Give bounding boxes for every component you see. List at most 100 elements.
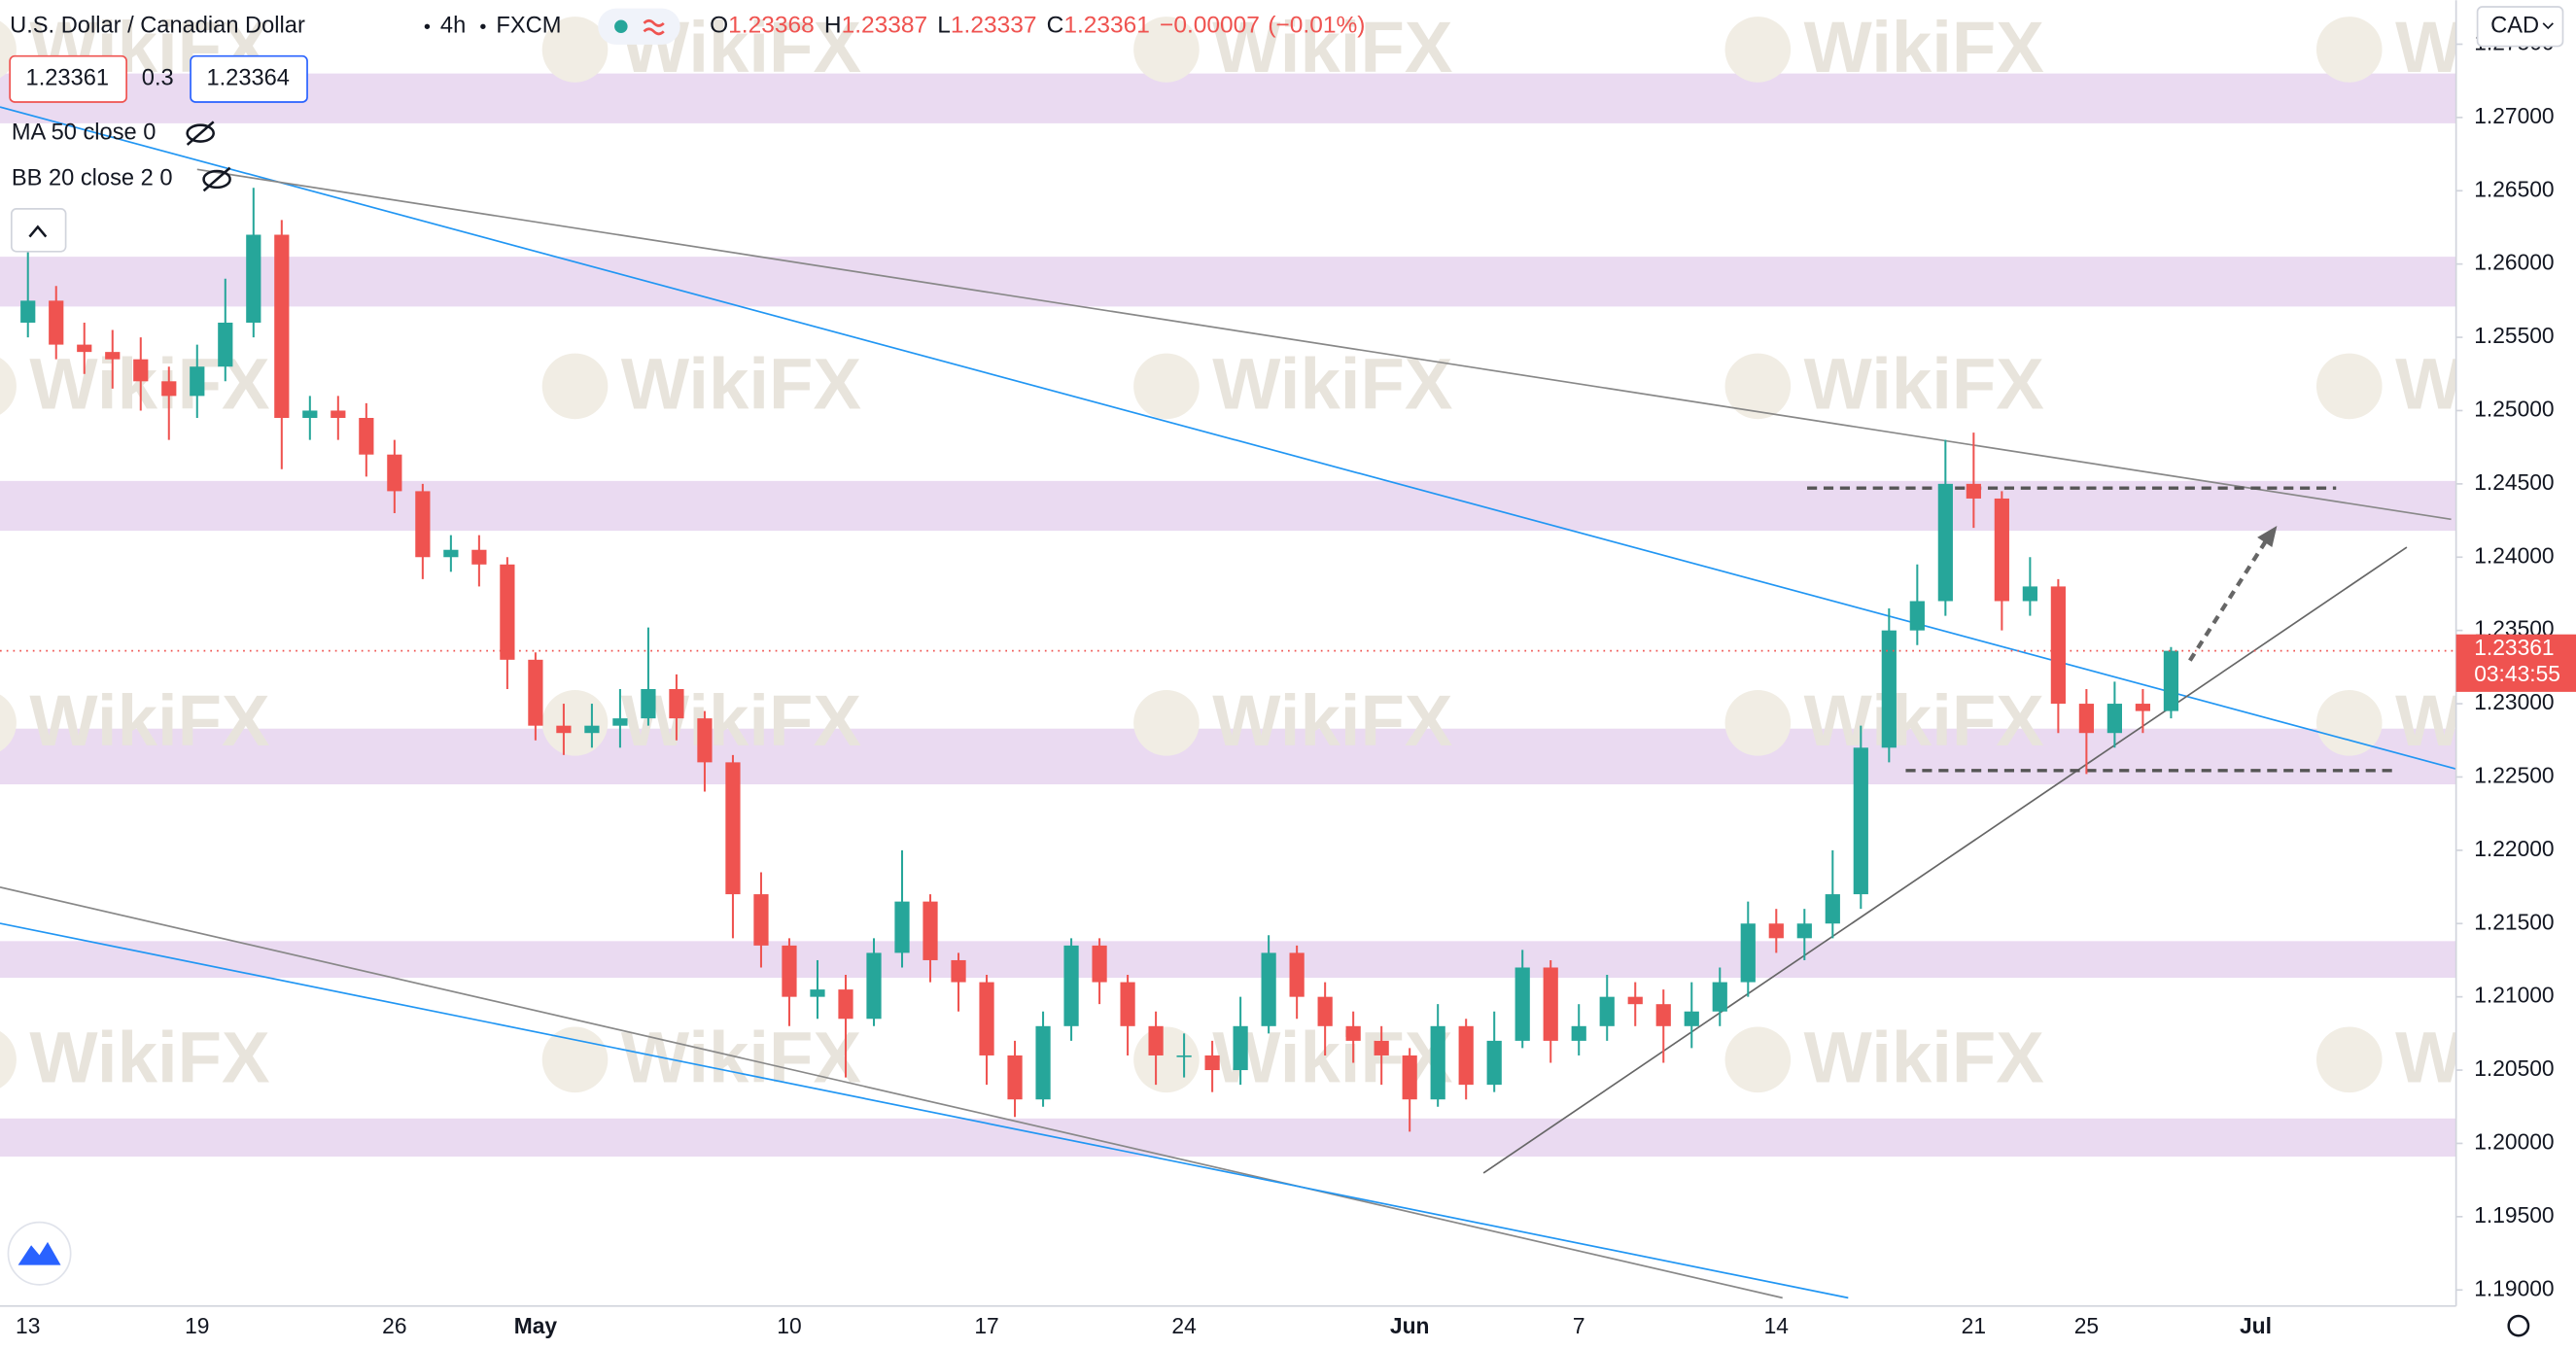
y-tick-label: 1.26500 — [2474, 176, 2554, 201]
settings-icon[interactable] — [2507, 1314, 2530, 1337]
candle-body — [1599, 996, 1615, 1026]
candle-body — [1937, 483, 1953, 602]
y-tick-label: 1.23000 — [2474, 689, 2554, 714]
watermark-logo — [1133, 17, 1200, 83]
y-tick-label: 1.19000 — [2474, 1275, 2554, 1300]
separator — [480, 23, 486, 29]
zone — [0, 1118, 2456, 1158]
x-tick-label: 7 — [1573, 1313, 1585, 1338]
trend-lines — [0, 106, 2456, 1299]
candle-body — [866, 952, 882, 1020]
candle-body — [1486, 1040, 1502, 1086]
dropdown-icon — [2542, 22, 2554, 30]
candle-body — [1458, 1025, 1474, 1086]
candle-body — [753, 894, 769, 946]
candle-body — [20, 300, 36, 323]
trend-line — [0, 106, 2456, 770]
candle-body — [1740, 923, 1756, 983]
watermark-logo — [1133, 1026, 1200, 1093]
candle-body — [1063, 945, 1079, 1026]
watermark-logo — [2315, 690, 2383, 756]
y-tick-label: 1.25500 — [2474, 323, 2554, 348]
indicator-label[interactable]: BB 20 close 2 0 — [12, 166, 173, 191]
watermark-logo — [1133, 690, 1200, 756]
currency[interactable]: CAD — [2490, 14, 2539, 39]
ohlc-value: 1.23361 — [1063, 13, 1150, 39]
trend-line — [0, 922, 1849, 1299]
watermark: WikiFX — [1212, 343, 1452, 424]
candle-body — [190, 366, 205, 397]
candle-body — [641, 688, 656, 719]
candle-body — [1120, 982, 1135, 1026]
watermark-logo — [2315, 1026, 2383, 1093]
change: −0.00007 — [1160, 13, 1260, 39]
candle-body — [105, 352, 121, 360]
ohlc: O1.23368 H1.23387 L1.23337 C1.23361 −0.00007… — [710, 13, 1365, 39]
candle-body — [1853, 747, 1868, 895]
candle-body — [528, 659, 543, 726]
candle-body — [302, 410, 318, 419]
candle-body — [1345, 1025, 1361, 1041]
watermark: WikiFX — [1804, 343, 2044, 424]
watermark-logo — [541, 17, 609, 83]
y-tick-label: 1.20500 — [2474, 1055, 2554, 1081]
change-pct: (−0.01%) — [1268, 13, 1365, 39]
candle-body — [1712, 982, 1727, 1012]
ohlc-label: H — [824, 13, 842, 39]
candle-body — [1543, 967, 1558, 1041]
collapse-icon — [28, 225, 48, 238]
candle-body — [1289, 952, 1305, 997]
candle-body — [2078, 704, 2094, 734]
trend-line — [1482, 546, 2408, 1174]
status-pill[interactable] — [598, 8, 680, 45]
y-tick-label: 1.24000 — [2474, 542, 2554, 568]
candles — [20, 188, 2179, 1132]
x-tick-label: 17 — [974, 1313, 998, 1338]
ohlc-value: 1.23337 — [951, 13, 1037, 39]
zone — [0, 257, 2456, 307]
candle-body — [77, 344, 92, 353]
indicator-label[interactable]: MA 50 close 0 — [12, 120, 157, 145]
candle-body — [1796, 923, 1812, 939]
candle-body — [1092, 945, 1107, 983]
watermark: WikiFX — [621, 343, 861, 424]
candle-body — [1374, 1040, 1389, 1055]
interval: 4h — [440, 14, 466, 39]
x-tick-label: 14 — [1764, 1313, 1790, 1338]
countdown: 03:43:55 — [2474, 661, 2560, 686]
watermark-logo — [1133, 353, 1200, 420]
watermark: WikiFX — [1212, 680, 1452, 761]
candle-body — [161, 381, 177, 397]
watermark-logo — [541, 690, 609, 756]
watermark-logo — [1724, 17, 1792, 83]
candle-body — [246, 234, 261, 323]
y-tick-label: 1.21000 — [2474, 983, 2554, 1008]
candle-body — [1994, 498, 2009, 602]
y-tick-label: 1.26000 — [2474, 250, 2554, 275]
x-tick-label: Jul — [2240, 1313, 2272, 1338]
logo-badge[interactable] — [7, 1221, 72, 1286]
collapse-button[interactable] — [10, 208, 67, 253]
sell-button[interactable] — [9, 54, 127, 103]
x-tick-label: 24 — [1171, 1313, 1197, 1338]
candle-body — [2135, 704, 2151, 711]
x-tick-label: 10 — [777, 1313, 801, 1338]
hidden-icon[interactable] — [186, 121, 231, 192]
trend-line — [0, 886, 1783, 1299]
buy-button[interactable] — [190, 54, 308, 103]
candle-body — [894, 901, 910, 953]
symbol-title: U.S. Dollar / Canadian Dollar — [10, 14, 305, 39]
currency-button[interactable] — [2476, 6, 2564, 48]
watermark-logo — [1724, 1026, 1792, 1093]
watermark: WikiFX — [1804, 680, 2044, 761]
x-tick-label: 25 — [2074, 1313, 2099, 1338]
ohlc-label: O — [710, 13, 728, 39]
candle-body — [1261, 952, 1276, 1026]
candle-body — [1176, 1055, 1192, 1057]
bid[interactable]: 1.23361 — [26, 66, 110, 91]
ask[interactable]: 1.23364 — [206, 66, 290, 91]
ohlc-value: 1.23368 — [728, 13, 815, 39]
candle-body — [500, 564, 515, 660]
